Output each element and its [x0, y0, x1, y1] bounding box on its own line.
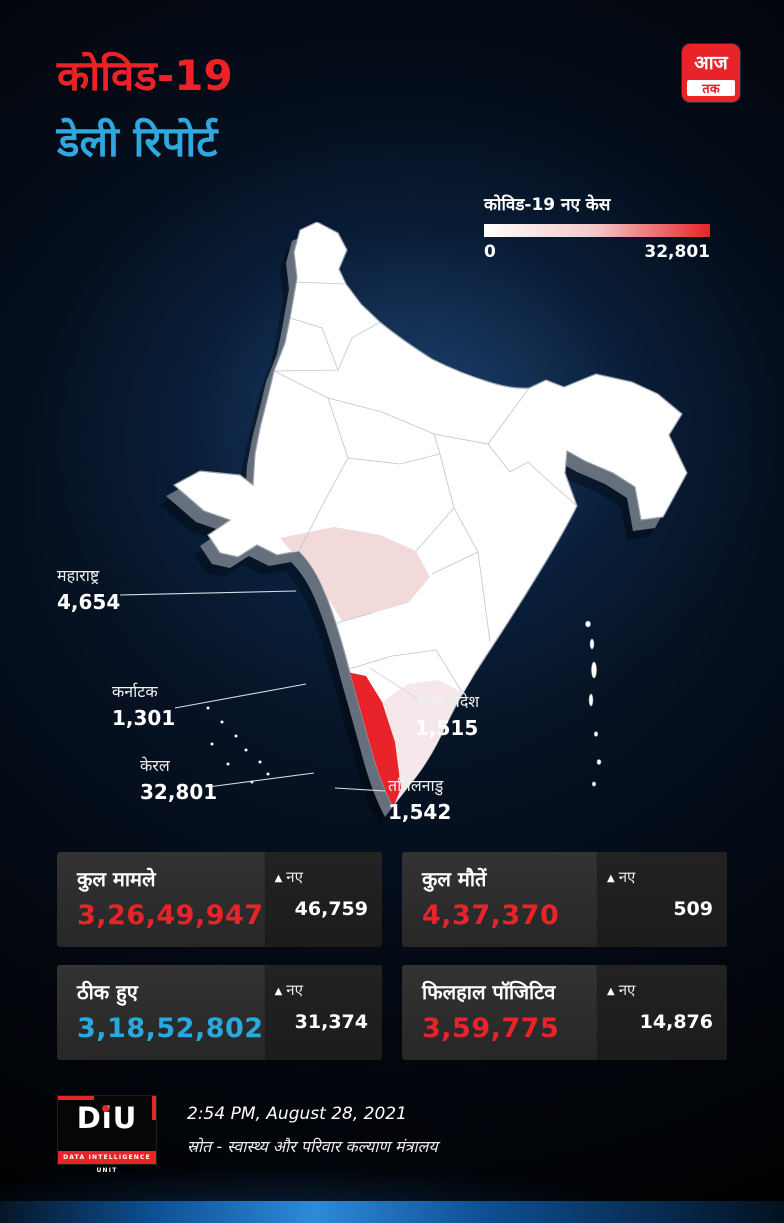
- up-triangle-icon: ▲: [607, 986, 615, 997]
- kerala-region: [347, 672, 401, 806]
- state-name: केरल: [140, 756, 170, 775]
- aajtak-logo: आज तक: [682, 44, 740, 102]
- new-label: नए: [286, 981, 303, 999]
- footer: DiU DATA INTELLIGENCE UNIT 2:54 PM, Augu…: [57, 1095, 438, 1174]
- state-value: 32,801: [140, 780, 218, 804]
- page-title-line1: कोविड-19: [57, 51, 233, 100]
- stat-label: ठीक हुए: [77, 980, 138, 1004]
- india-choropleth-map: [119, 222, 688, 826]
- stat-new-value: 31,374: [294, 1011, 368, 1033]
- data-source: स्रोत - स्वास्थ्य और परिवार कल्याण मंत्र…: [187, 1135, 438, 1157]
- diu-logo-text: DiU: [58, 1101, 156, 1135]
- maharashtra-region: [280, 527, 430, 621]
- stat-card-recovered: ठीक हुए 3,18,52,802 ▲ नए 31,374: [57, 965, 382, 1060]
- stat-value: 3,59,775: [422, 1013, 560, 1044]
- state-value: 1,515: [415, 716, 479, 740]
- diu-logo-subtext: DATA INTELLIGENCE UNIT: [58, 1151, 156, 1174]
- stat-card-active-positive: फिलहाल पॉजिटिव 3,59,775 ▲ नए 14,876: [402, 965, 727, 1060]
- new-label: नए: [618, 981, 636, 999]
- stat-new-value: 509: [673, 898, 713, 920]
- stat-new-value: 14,876: [639, 1011, 713, 1033]
- stat-new-panel: ▲ नए 31,374: [263, 965, 382, 1060]
- stat-label: कुल मामले: [77, 867, 156, 891]
- stat-card-total-deaths: कुल मौतें 4,37,370 ▲ नए 509: [402, 852, 727, 947]
- state-name: कर्नाटक: [112, 682, 158, 701]
- stats-grid: कुल मामले 3,26,49,947 ▲ नए 46,759 कुल मौत…: [57, 852, 727, 1060]
- stat-new-panel: ▲ नए 509: [596, 852, 727, 947]
- state-value: 4,654: [57, 590, 121, 614]
- map-label-karnataka: कर्नाटक 1,301: [112, 680, 175, 730]
- footer-text-block: 2:54 PM, August 28, 2021 स्रोत - स्वास्थ…: [187, 1104, 438, 1157]
- state-name: महाराष्ट्र: [57, 566, 100, 585]
- up-triangle-icon: ▲: [274, 873, 283, 884]
- legend-min-value: 0: [484, 242, 496, 262]
- stat-card-total-cases: कुल मामले 3,26,49,947 ▲ नए 46,759: [57, 852, 382, 947]
- tamilnadu-region: [382, 680, 462, 806]
- state-name: आन्ध्र प्रदेश: [415, 692, 480, 711]
- map-label-tamilnadu: तमिलनाडु 1,542: [388, 774, 451, 824]
- stat-value: 3,26,49,947: [77, 900, 264, 931]
- aajtak-logo-top-text: आज: [694, 52, 728, 74]
- legend-max-value: 32,801: [644, 242, 710, 262]
- up-triangle-icon: ▲: [607, 873, 615, 884]
- state-borders: [273, 281, 578, 693]
- map-label-andhra-pradesh: आन्ध्र प्रदेश 1,515: [415, 690, 479, 740]
- diu-logo: DiU DATA INTELLIGENCE UNIT: [57, 1095, 157, 1174]
- stat-new-panel: ▲ नए 46,759: [263, 852, 382, 947]
- new-label: नए: [286, 868, 303, 886]
- state-value: 1,301: [112, 706, 176, 730]
- leader-lines: [119, 590, 419, 792]
- bottom-blue-strip: [0, 1201, 784, 1223]
- stat-new-panel: ▲ नए 14,876: [596, 965, 727, 1060]
- new-label: नए: [618, 868, 636, 886]
- map-label-kerala: केरल 32,801: [140, 754, 217, 804]
- report-timestamp: 2:54 PM, August 28, 2021: [187, 1103, 407, 1124]
- stat-value: 4,37,370: [422, 900, 560, 931]
- aajtak-logo-bottom-text: तक: [687, 80, 735, 97]
- legend-title: कोविड-19 नए केस: [484, 195, 611, 215]
- page-title-line2: डेली रिपोर्ट: [57, 117, 218, 166]
- stat-new-value: 46,759: [294, 898, 368, 920]
- legend-gradient-bar: [484, 224, 710, 237]
- andaman-nicobar-islands: [585, 620, 602, 787]
- stat-value: 3,18,52,802: [77, 1013, 264, 1044]
- stat-label: कुल मौतें: [422, 867, 487, 891]
- state-value: 1,542: [388, 800, 452, 824]
- up-triangle-icon: ▲: [274, 986, 283, 997]
- stat-label: फिलहाल पॉजिटिव: [422, 980, 556, 1004]
- map-label-maharashtra: महाराष्ट्र 4,654: [57, 564, 120, 614]
- color-legend: कोविड-19 नए केस 0 32,801: [484, 192, 710, 262]
- state-name: तमिलनाडु: [388, 776, 444, 795]
